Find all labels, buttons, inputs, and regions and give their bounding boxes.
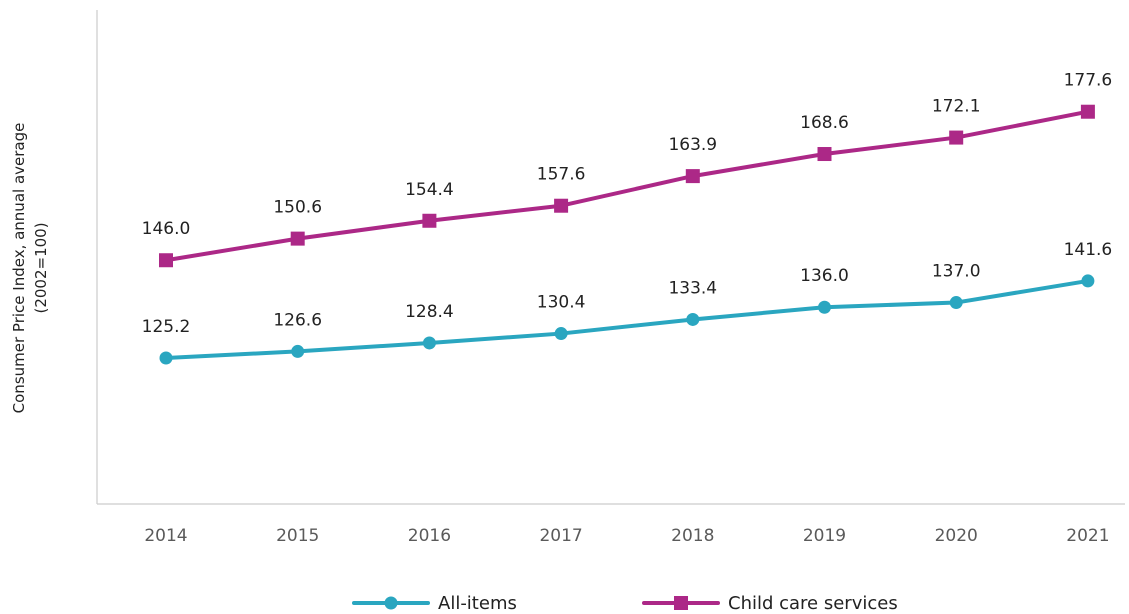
x-tick-label: 2021 [1066, 526, 1109, 546]
x-tick-label: 2015 [276, 526, 319, 546]
data-point-marker [949, 296, 963, 310]
data-label: 137.0 [932, 262, 981, 282]
data-point-marker [554, 327, 568, 341]
legend: All-items Child care services [352, 593, 898, 614]
data-point-marker [818, 300, 831, 314]
y-axis-label: Consumer Price Index, annual average (20… [10, 123, 50, 414]
series-line [164, 109, 1090, 263]
data-point-marker [817, 147, 832, 162]
data-label: 136.0 [800, 266, 849, 286]
data-point-marker [949, 130, 964, 145]
legend-item: Child care services [642, 593, 898, 614]
data-label: 150.6 [273, 198, 322, 218]
data-label: 130.4 [537, 293, 586, 313]
legend-marker [674, 596, 688, 610]
data-point-marker [1081, 274, 1095, 288]
legend-item: All-items [352, 593, 517, 614]
series-all-items: 125.2 126.6 128.4 130.4 133.4 136.0 137.0 141.6 [142, 240, 1113, 365]
data-label: 128.4 [405, 302, 454, 322]
legend-marker [384, 596, 398, 610]
x-tick-label: 2018 [671, 526, 714, 546]
data-point-marker [159, 253, 173, 268]
data-label: 177.6 [1064, 71, 1113, 91]
x-tick-label: 2014 [144, 526, 187, 546]
series-layer: 125.2 126.6 128.4 130.4 133.4 136.0 137.0 141.6… [142, 71, 1113, 365]
data-label: 141.6 [1064, 240, 1113, 260]
data-label: 172.1 [932, 97, 981, 117]
legend-label: All-items [438, 593, 517, 614]
data-label: 133.4 [668, 278, 717, 298]
data-point-marker [422, 336, 436, 350]
data-label: 157.6 [537, 165, 586, 185]
x-tick-label: 2020 [935, 526, 978, 546]
data-point-marker [554, 198, 569, 213]
data-label: 154.4 [405, 180, 454, 200]
data-point-marker [686, 312, 700, 326]
y-axis-label-line-1: Consumer Price Index, annual average [10, 123, 28, 414]
data-point-marker [159, 351, 173, 365]
x-axis-ticks: 2014 2015 2016 2017 2018 2019 2020 2021 [144, 526, 1109, 546]
data-label: 146.0 [142, 219, 191, 239]
data-point-marker [685, 169, 700, 184]
data-label: 168.6 [800, 113, 849, 133]
data-label: 126.6 [273, 310, 322, 330]
y-axis-label-line-2: (2002=100) [32, 222, 50, 313]
series-line [164, 278, 1090, 360]
x-tick-label: 2017 [539, 526, 582, 546]
series-child-care-services: 146.0 150.6 154.4 157.6 163.9 168.6 172.1 177.6 [142, 71, 1113, 268]
data-point-marker [1080, 104, 1095, 119]
x-tick-label: 2016 [408, 526, 451, 546]
data-point-marker [291, 344, 305, 358]
legend-label: Child care services [728, 593, 898, 614]
data-point-marker [290, 231, 305, 246]
data-label: 125.2 [142, 317, 191, 337]
x-tick-label: 2019 [803, 526, 846, 546]
data-label: 163.9 [668, 135, 717, 155]
data-point-marker [422, 213, 437, 228]
